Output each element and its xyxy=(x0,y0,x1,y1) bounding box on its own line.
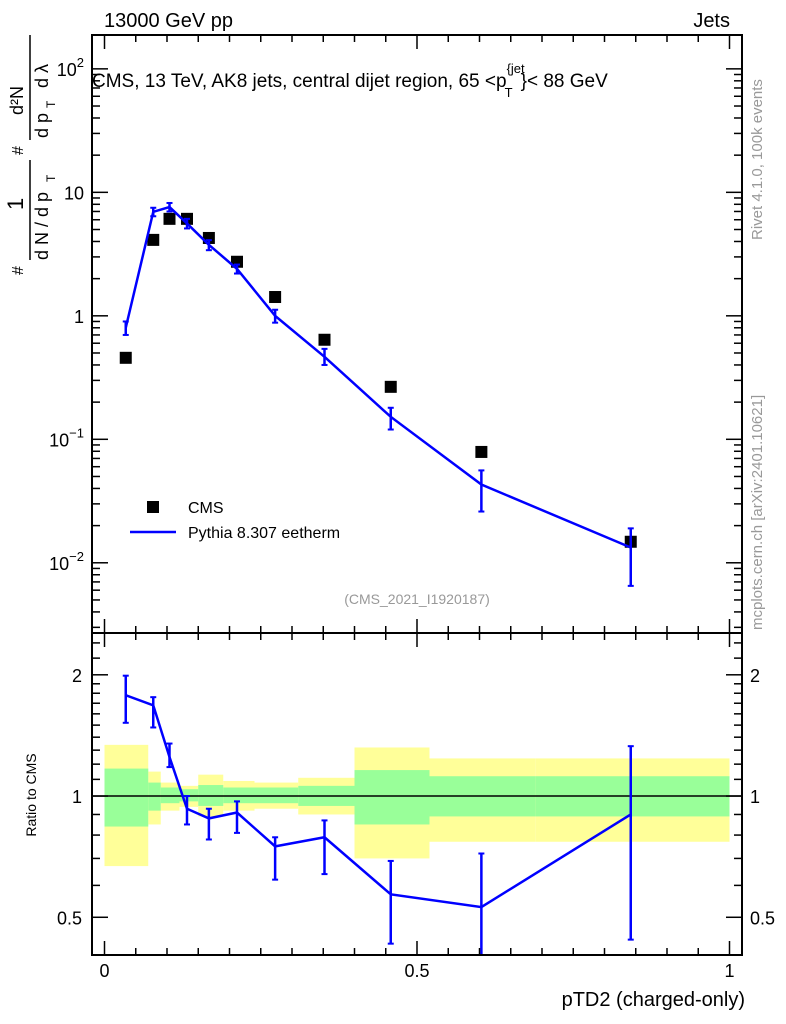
cms-point xyxy=(119,351,132,364)
ratio-tick-label-left: 1 xyxy=(72,787,82,807)
pythia-line xyxy=(124,205,632,549)
y-tick-label: 10−1 xyxy=(49,425,84,450)
y-tick-label: 10−2 xyxy=(49,549,84,574)
rivet-label: Rivet 4.1.0, 100k events xyxy=(749,79,766,240)
analysis-label: (CMS_2021_I1920187) xyxy=(344,591,490,607)
ratio-y-label: Ratio to CMS xyxy=(23,753,39,836)
band-1sigma-bin xyxy=(354,770,430,825)
svg-text:d N / d p: d N / d p xyxy=(32,192,52,260)
legend-cms-marker xyxy=(147,501,159,513)
ratio-tick-label-right: 2 xyxy=(750,666,760,686)
cms-point xyxy=(475,445,488,458)
y-axis-label: # 1 d N / d p T # d²N d p T d λ xyxy=(3,35,58,275)
legend-cms-label: CMS xyxy=(188,500,224,517)
svg-text:#: # xyxy=(10,266,27,275)
header-left: 13000 GeV pp xyxy=(104,10,233,32)
x-tick-label: 1 xyxy=(724,961,734,981)
plot-title: CMS, 13 TeV, AK8 jets, central dijet reg… xyxy=(92,61,608,100)
x-axis-label: pTD2 (charged-only) xyxy=(562,989,745,1011)
mcplots-label: mcplots.cern.ch [arXiv:2401.10621] xyxy=(749,395,766,630)
ratio-tick-label-left: 2 xyxy=(72,666,82,686)
svg-text:T: T xyxy=(44,100,58,108)
ratio-tick-label-right: 0.5 xyxy=(750,908,775,928)
cms-point xyxy=(384,380,397,393)
cms-point xyxy=(147,233,160,246)
x-tick-label: 0 xyxy=(99,961,109,981)
header-right: Jets xyxy=(693,10,730,32)
cms-point xyxy=(269,291,282,304)
svg-text:1: 1 xyxy=(3,198,28,210)
x-tick-label: 0.5 xyxy=(404,961,429,981)
y-tick-label: 10 xyxy=(64,183,84,203)
svg-text:d²N: d²N xyxy=(7,86,27,115)
band-1sigma-bin xyxy=(104,768,149,827)
svg-text:d p: d p xyxy=(32,113,52,138)
ratio-tick-label-left: 0.5 xyxy=(57,908,82,928)
ratio-tick-label-right: 1 xyxy=(750,787,760,807)
legend-pythia-label: Pythia 8.307 eetherm xyxy=(188,525,340,542)
svg-text:#: # xyxy=(10,146,27,155)
cms-point xyxy=(163,212,176,225)
cms-point xyxy=(318,333,331,346)
main-frame xyxy=(91,34,743,634)
svg-text:T: T xyxy=(44,174,58,182)
y-tick-label: 102 xyxy=(57,55,84,80)
y-tick-label: 1 xyxy=(74,307,84,327)
svg-text:d λ: d λ xyxy=(32,64,52,88)
